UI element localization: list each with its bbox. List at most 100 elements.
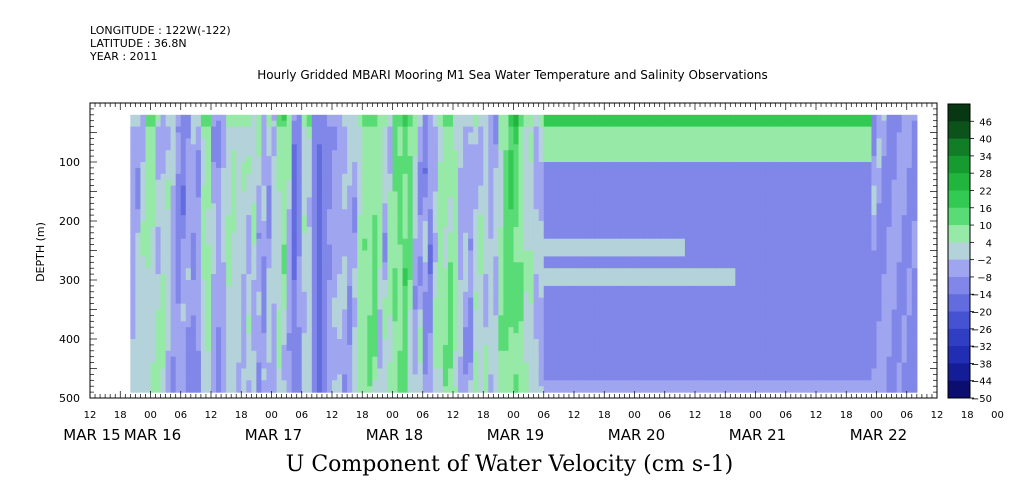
- heatmap-cell: [528, 315, 535, 322]
- heatmap-cell: [508, 356, 515, 364]
- heatmap-cell: [291, 315, 298, 322]
- heatmap-cell: [548, 380, 555, 387]
- heatmap-cell: [538, 327, 545, 334]
- heatmap-cell: [664, 138, 671, 145]
- heatmap-cell: [130, 138, 136, 145]
- heatmap-cell: [190, 197, 197, 204]
- heatmap-cell: [326, 156, 333, 163]
- heatmap-cell: [548, 156, 555, 163]
- heatmap-cell: [493, 144, 499, 151]
- heatmap-cell: [402, 221, 409, 228]
- heatmap-cell: [140, 138, 147, 145]
- heatmap-cell: [221, 274, 227, 281]
- heatmap-cell: [200, 321, 207, 328]
- heatmap-cell: [236, 114, 242, 122]
- heatmap-cell: [326, 226, 333, 234]
- heatmap-cell: [447, 268, 454, 275]
- heatmap-cell: [135, 120, 142, 128]
- heatmap-cell: [160, 344, 167, 352]
- heatmap-cell: [165, 297, 172, 305]
- heatmap-cell: [533, 209, 540, 216]
- heatmap-cell: [543, 268, 550, 275]
- heatmap-cell: [236, 162, 242, 169]
- heatmap-cell: [387, 144, 394, 151]
- heatmap-cell: [634, 221, 641, 228]
- heatmap-cell: [629, 209, 636, 216]
- heatmap-cell: [286, 280, 293, 287]
- heatmap-cell: [629, 144, 636, 151]
- heatmap-cell: [427, 268, 434, 275]
- heatmap-cell: [251, 167, 257, 175]
- heatmap-cell: [568, 303, 575, 311]
- heatmap-cell: [558, 339, 565, 346]
- heatmap-cell: [296, 191, 303, 198]
- heatmap-cell: [261, 362, 268, 370]
- heatmap-cell: [367, 156, 373, 163]
- heatmap-cell: [594, 215, 600, 222]
- heatmap-cell: [200, 297, 207, 305]
- heatmap-cell: [473, 126, 479, 134]
- heatmap-cell: [503, 238, 510, 246]
- heatmap-cell: [654, 303, 661, 311]
- heatmap-cell: [599, 156, 605, 163]
- heatmap-cell: [342, 185, 348, 193]
- heatmap-cell: [347, 344, 353, 352]
- heatmap-cell: [216, 156, 222, 163]
- heatmap-cell: [533, 138, 540, 145]
- heatmap-cell: [609, 138, 615, 145]
- heatmap-cell: [165, 309, 172, 316]
- heatmap-cell: [367, 203, 373, 210]
- heatmap-cell: [407, 126, 414, 134]
- heatmap-cell: [518, 309, 525, 316]
- heatmap-cell: [180, 126, 187, 134]
- heatmap-cell: [367, 280, 373, 287]
- heatmap-cell: [412, 244, 419, 252]
- heatmap-cell: [382, 144, 389, 151]
- heatmap-cell: [553, 179, 560, 187]
- heatmap-cell: [140, 209, 147, 216]
- heatmap-cell: [150, 179, 157, 187]
- heatmap-cell: [513, 126, 520, 134]
- heatmap-cell: [604, 238, 610, 246]
- heatmap-cell: [478, 350, 484, 358]
- heatmap-cell: [190, 285, 197, 293]
- heatmap-cell: [437, 244, 444, 252]
- heatmap-cell: [407, 156, 414, 163]
- heatmap-cell: [362, 256, 368, 263]
- heatmap-cell: [256, 321, 263, 328]
- heatmap-cell: [256, 291, 263, 299]
- heatmap-cell: [200, 333, 207, 340]
- heatmap-cell: [231, 126, 237, 134]
- heatmap-cell: [654, 138, 661, 145]
- heatmap-cell: [352, 244, 358, 252]
- heatmap-cell: [236, 268, 242, 275]
- heatmap-cell: [589, 386, 595, 393]
- heatmap-cell: [175, 156, 182, 163]
- heatmap-cell: [589, 327, 595, 334]
- heatmap-cell: [246, 226, 252, 234]
- heatmap-cell: [538, 126, 545, 134]
- heatmap-cell: [130, 303, 136, 311]
- heatmap-cell: [205, 215, 212, 222]
- heatmap-cell: [271, 232, 278, 240]
- heatmap-cell: [281, 126, 288, 134]
- heatmap-cell: [226, 250, 232, 257]
- heatmap-cell: [579, 368, 585, 375]
- heatmap-cell: [392, 203, 399, 210]
- heatmap-cell: [508, 386, 515, 393]
- heatmap-cell: [256, 238, 263, 246]
- heatmap-cell: [488, 209, 494, 216]
- heatmap-cell: [453, 185, 459, 193]
- heatmap-cell: [205, 309, 212, 316]
- heatmap-cell: [432, 138, 439, 145]
- heatmap-cell: [533, 268, 540, 275]
- heatmap-cell: [523, 150, 530, 157]
- heatmap-cell: [291, 386, 298, 393]
- heatmap-cell: [276, 150, 283, 157]
- heatmap-cell: [175, 167, 182, 175]
- heatmap-cell: [417, 179, 424, 187]
- heatmap-cell: [155, 221, 162, 228]
- heatmap-cell: [211, 221, 217, 228]
- heatmap-cell: [503, 120, 510, 128]
- heatmap-cell: [528, 120, 535, 128]
